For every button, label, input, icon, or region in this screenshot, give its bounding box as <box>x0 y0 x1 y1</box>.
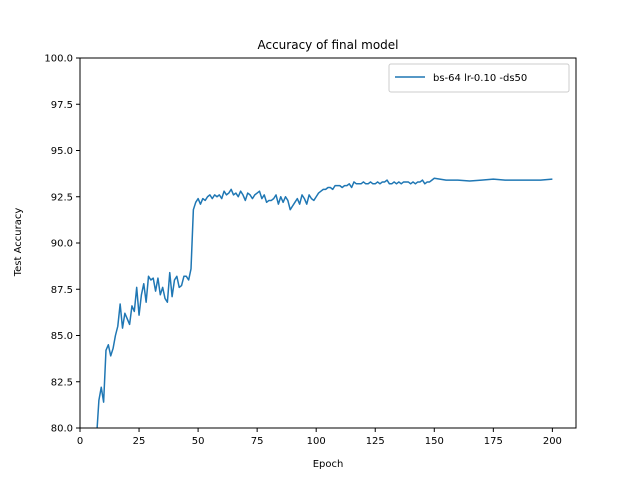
x-axis-label: Epoch <box>313 459 344 470</box>
y-tick-label: 92.5 <box>51 192 73 203</box>
x-tick-label: 175 <box>484 436 503 447</box>
y-tick-label: 90.0 <box>51 239 73 250</box>
plot-area <box>96 177 553 428</box>
x-tick-label: 0 <box>77 436 83 447</box>
y-tick-label: 100.0 <box>44 54 73 65</box>
legend-box <box>388 63 570 93</box>
series-line-0 <box>96 177 553 428</box>
y-tick-label: 87.5 <box>51 285 73 296</box>
x-tick-label: 200 <box>543 436 562 447</box>
y-tick-label: 97.5 <box>51 100 73 111</box>
x-tick-label: 125 <box>366 436 385 447</box>
y-tick-label: 82.5 <box>51 377 73 388</box>
y-axis: 80.0 82.5 85.0 87.5 90.0 92.5 95.0 97.5 100.0 <box>44 54 80 435</box>
x-tick-label: 25 <box>133 436 146 447</box>
plot-frame <box>79 57 577 429</box>
x-tick-label: 100 <box>307 436 326 447</box>
legend-label: bs-64 lr-0.10 -ds50 <box>433 73 527 84</box>
y-tick-label: 85.0 <box>51 331 73 342</box>
x-tick-label: 150 <box>425 436 444 447</box>
y-tick-label: 95.0 <box>51 146 73 157</box>
chart-title: Accuracy of final model <box>257 38 398 52</box>
y-axis-label: Test Accuracy <box>13 208 24 278</box>
x-tick-label: 50 <box>192 436 205 447</box>
legend: bs-64 lr-0.10 -ds50 <box>388 63 570 93</box>
x-tick-label: 75 <box>251 436 264 447</box>
y-tick-label: 80.0 <box>51 424 73 435</box>
x-axis: 0 25 50 75 100 125 150 175 200 <box>77 428 562 447</box>
